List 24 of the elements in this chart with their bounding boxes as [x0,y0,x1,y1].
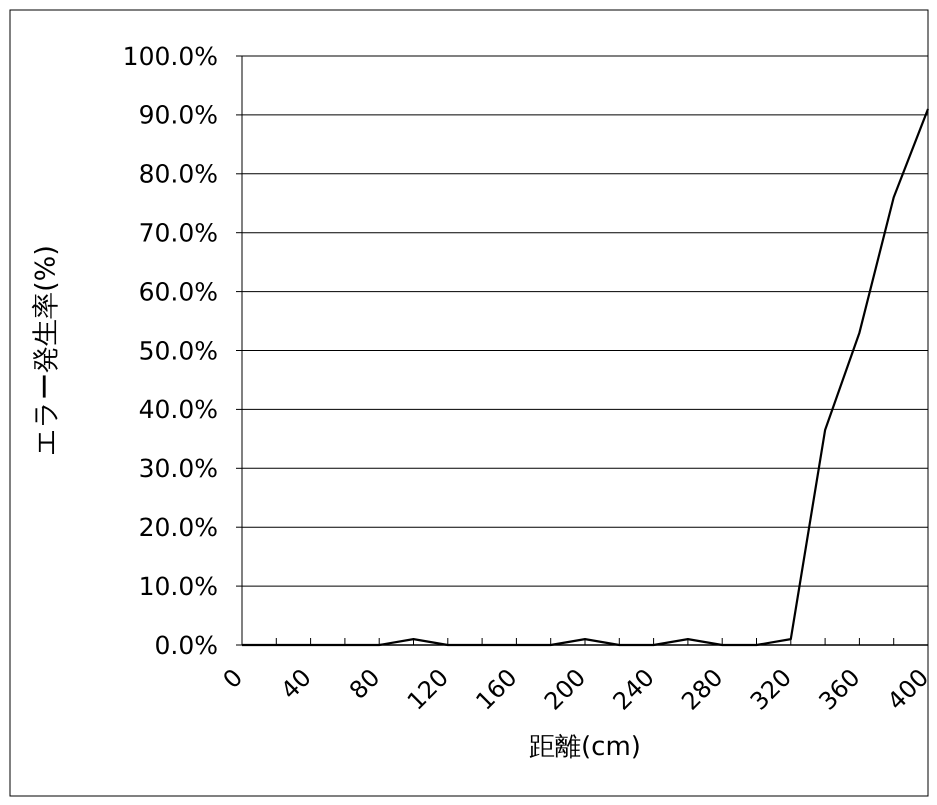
y-tick-label: 50.0% [138,336,218,366]
y-tick-label: 40.0% [138,395,218,424]
y-tick-label: 60.0% [138,277,218,306]
y-tick-label: 30.0% [138,454,218,484]
x-tick-label: 80 [344,663,386,705]
x-tick-label: 280 [676,663,728,716]
x-tick-label: 0 [218,663,248,694]
x-tick-label: 160 [470,663,523,716]
y-tick-label: 10.0% [138,572,218,601]
y-tick-label: 20.0% [138,512,218,542]
x-tick-label: 360 [813,663,866,716]
y-tick-label: 70.0% [138,218,218,248]
x-tick-label: 200 [538,663,592,716]
x-tick-label: 320 [744,663,797,716]
x-tick-label: 400 [882,663,934,716]
y-tick-label: 80.0% [138,160,218,189]
x-axis-title: 距離(cm) [529,732,641,762]
y-tick-label: 90.0% [138,100,218,130]
x-tick-label: 40 [275,663,317,705]
y-tick-label: 100.0% [122,42,218,71]
x-tick-label: 240 [608,663,660,716]
y-tick-label: 0.0% [154,630,218,660]
y-axis-title: エラー発生率(%) [30,245,62,456]
x-tick-label: 120 [402,663,454,716]
